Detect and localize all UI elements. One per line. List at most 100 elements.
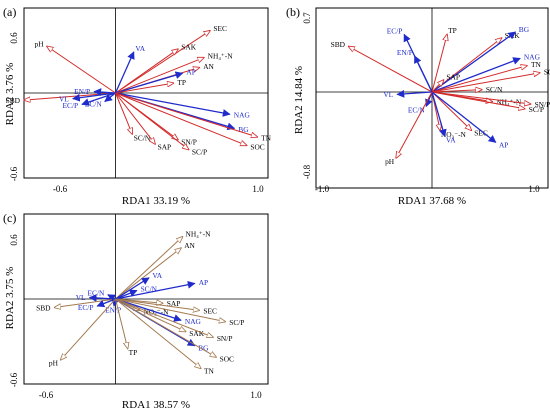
x-tick-min: -1.0 xyxy=(315,184,330,194)
vector-arrow-ph xyxy=(61,298,116,360)
vector-label-ec-p: EC/P xyxy=(387,26,403,35)
y-tick-max: 0.7 xyxy=(302,12,312,24)
vector-arrow-vl xyxy=(396,90,433,98)
vector-label-sak: SAK xyxy=(181,42,196,51)
vector-label-en-p: EN/P xyxy=(397,48,413,57)
vector-label-an: AN xyxy=(184,241,195,250)
vector-arrow-sn-p xyxy=(115,298,214,337)
vector-arrow-sak xyxy=(115,298,186,332)
vector-label-sap: SAP xyxy=(158,143,172,152)
vector-label-tp: TP xyxy=(129,348,138,357)
vector-label-nag: NAG xyxy=(234,110,251,119)
panel-label: (b) xyxy=(286,5,300,19)
vector-label-sec: SEC xyxy=(474,129,488,138)
vector-label-tn: TN xyxy=(204,366,215,375)
vector-label-soc: SOC xyxy=(544,68,550,77)
vector-label-tp: TP xyxy=(448,26,457,35)
x-tick-min: -0.6 xyxy=(39,390,54,400)
vector-arrow-bg xyxy=(431,31,517,93)
panel-c: (c) NH₄⁺-NANAPVASC/NVLEC/NSBDEC/PEN/PNO₃… xyxy=(3,211,269,411)
vector-label-ph: pH xyxy=(385,157,395,166)
vector-label-vl: VL xyxy=(383,90,393,99)
vector-label-tn: TN xyxy=(531,60,542,69)
vector-label-soc: SOC xyxy=(250,142,264,151)
vector-arrow-en-p xyxy=(414,55,433,93)
vector-arrow-soc xyxy=(115,298,217,357)
vector-label-sc-n: SC/N xyxy=(486,85,503,94)
vector-arrow-tn xyxy=(115,298,201,368)
vector-label-sak: SAK xyxy=(189,329,204,338)
vector-label-nag: NAG xyxy=(185,317,202,326)
vector-arrow-nag xyxy=(115,298,182,322)
vector-arrow-sbd xyxy=(55,298,116,308)
x-tick-max: 1.0 xyxy=(250,390,262,400)
vector-arrow-va xyxy=(114,51,135,94)
vector-arrow-nh-n xyxy=(115,237,183,300)
vector-label-sbd: SBD xyxy=(6,96,21,105)
vector-label-bg: BG xyxy=(519,25,530,34)
vector-label-ap: AP xyxy=(199,278,208,287)
vector-arrow-ap xyxy=(115,71,184,94)
vector-label-tp: TP xyxy=(177,78,186,87)
vector-label-sn-p: SN/P xyxy=(535,100,550,109)
y-tick-max: 0.6 xyxy=(9,234,19,246)
vector-arrow-sn-p xyxy=(431,91,531,104)
vector-label-ec-p: EC/P xyxy=(78,303,94,312)
vector-arrow-an xyxy=(115,248,182,300)
vector-label-sc-n: SC/N xyxy=(141,285,158,294)
vector-arrow-sc-n xyxy=(115,289,138,300)
vector-arrow-ec-n xyxy=(104,92,116,103)
vector-arrow-va xyxy=(115,277,150,300)
y-axis-title: RDA2 3.75 % xyxy=(4,267,16,330)
vector-layer: SBDEC/PEN/PTPSAKBGNAGTNSOCSC/NSAPVLEC/NN… xyxy=(316,8,550,188)
vector-arrow-tp xyxy=(115,83,174,94)
x-tick-min: -0.6 xyxy=(53,184,68,194)
vector-label-bg: BG xyxy=(198,343,209,352)
panel-b: (b) SBDEC/PEN/PTPSAKBGNAGTNSOCSC/NSAPVLE… xyxy=(286,5,550,207)
vector-arrow-vl xyxy=(72,92,116,102)
vector-label-ap: AP xyxy=(499,140,508,149)
vector-arrow-sak xyxy=(115,49,179,94)
vector-label-soc: SOC xyxy=(220,355,234,364)
vector-label-an: AN xyxy=(203,62,214,71)
vector-layer: NH₄⁺-NANAPVASC/NVLEC/NSBDEC/PEN/PNO₃⁻-NS… xyxy=(24,214,268,384)
vector-label-ph: pH xyxy=(49,358,59,367)
x-axis-title: RDA1 33.19 % xyxy=(122,195,190,207)
vector-label-sc-p: SC/P xyxy=(229,318,244,327)
vector-arrow-sc-p xyxy=(115,92,189,150)
x-axis-title: RDA1 38.57 % xyxy=(122,399,190,411)
vector-label-vl: VL xyxy=(76,293,86,302)
vector-label-ec-n: EC/N xyxy=(408,106,425,115)
vector-label-sbd: SBD xyxy=(331,40,346,49)
vector-arrow-sc-n xyxy=(115,92,133,134)
vector-label-vl: VL xyxy=(59,95,69,104)
vector-label-ec-n: EC/N xyxy=(85,99,102,108)
vector-label-va: VA xyxy=(135,44,145,53)
vector-label-nh-n: NH₄⁺-N xyxy=(208,52,234,61)
vector-arrow-ap xyxy=(431,91,497,143)
vector-arrow-sbd xyxy=(24,92,116,100)
vector-arrow-sc-p xyxy=(431,91,525,109)
vector-label-nag: NAG xyxy=(524,52,541,61)
vector-label-nh-n: NH₄⁺-N xyxy=(186,229,212,238)
vector-arrow-sap xyxy=(115,92,156,144)
vector-label-sec: SEC xyxy=(213,24,227,33)
y-tick-min: -0.6 xyxy=(9,166,19,181)
panel-label: (a) xyxy=(3,5,16,19)
y-axis-title: RDA2 3.76 % xyxy=(4,63,16,126)
vector-arrow-ph xyxy=(396,91,433,158)
x-tick-max: 1.0 xyxy=(252,184,264,194)
y-tick-min: -0.6 xyxy=(9,372,19,387)
vector-label-sap: SAP xyxy=(446,73,460,82)
vector-label-sbd: SBD xyxy=(36,304,51,313)
vector-label-ec-n: EC/N xyxy=(88,288,105,297)
vector-label-sc-n: SC/N xyxy=(134,133,151,142)
vector-arrow-tp xyxy=(115,298,128,349)
vector-arrow-nag xyxy=(115,92,231,117)
vector-arrow-sec xyxy=(115,31,211,94)
vector-arrow-en-p xyxy=(93,88,116,96)
vector-label-no-n: NO₃⁻-N xyxy=(441,130,467,139)
